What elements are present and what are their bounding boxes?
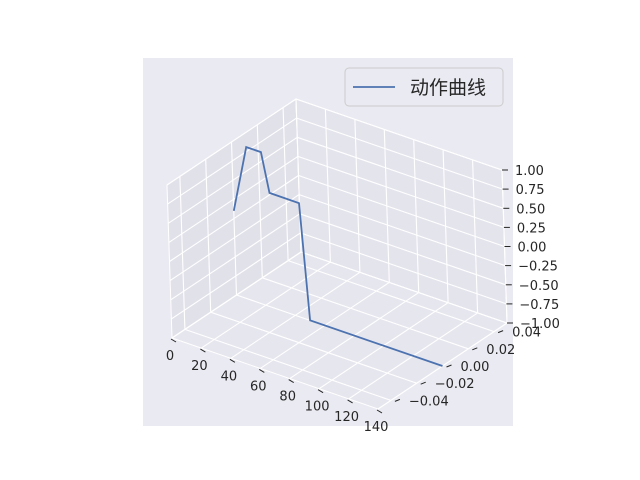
x-tick-mark: [229, 358, 236, 363]
gridline-z-backwall: [297, 136, 504, 209]
x-tick-label: 60: [250, 379, 267, 394]
y-tick-label: −0.02: [435, 377, 475, 392]
x-tick-label: 0: [166, 349, 174, 364]
y-tick-label: −0.04: [409, 394, 449, 409]
z-tick-label: 0.50: [516, 202, 545, 217]
gridline-z-leftwall: [167, 136, 298, 224]
y-tick-label: 0.04: [512, 326, 541, 341]
legend-label: 动作曲线: [410, 77, 486, 99]
z-tick-label: 0.00: [518, 241, 547, 256]
z-tick-label: 1.00: [515, 164, 544, 179]
series-layer: [232, 145, 443, 367]
z-tick-label: −0.25: [518, 260, 558, 275]
gridline-z-leftwall: [171, 232, 301, 320]
gridline-z-backwall: [300, 232, 507, 305]
gridline-z-backwall: [297, 155, 505, 228]
y-tick-mark: [472, 347, 478, 351]
x-tick-label: 100: [305, 400, 330, 415]
gridline-z-leftwall: [168, 155, 299, 243]
gridline-z-leftwall: [170, 213, 301, 301]
x-tick-mark: [170, 338, 177, 343]
y-tick-label: 0.02: [486, 343, 515, 358]
gridline-z-backwall: [300, 251, 508, 324]
x-tick-mark: [259, 368, 265, 373]
gridline-y-floor: [287, 260, 495, 333]
gridline-z-backwall: [299, 213, 506, 286]
x-tick-mark: [200, 348, 206, 353]
y-tick-mark: [497, 330, 504, 334]
z-tick-label: 0.25: [517, 221, 546, 236]
x-tick-label: 40: [221, 369, 238, 384]
gridline-z-leftwall: [167, 117, 297, 205]
gridline-z-leftwall: [166, 98, 297, 186]
x-tick-mark: [347, 399, 353, 404]
gridline-z-leftwall: [169, 175, 299, 262]
series-line-0: [232, 145, 443, 367]
legend-box: [344, 67, 504, 107]
x-tick-mark: [317, 389, 324, 394]
z-tick-label: 0.75: [516, 183, 545, 198]
y-tick-mark: [446, 364, 452, 368]
x-tick-label: 20: [191, 359, 208, 374]
y-tick-mark: [420, 381, 426, 385]
x-tick-label: 140: [364, 420, 389, 435]
gridline-z-backwall: [298, 194, 506, 267]
gridline-z-backwall: [298, 174, 505, 248]
x-tick-label: 80: [279, 390, 296, 405]
gridline-z-leftwall: [171, 251, 302, 339]
z-tick-label: −0.75: [519, 298, 559, 313]
gridline-y-floor: [210, 311, 417, 384]
gridline-z-backwall: [295, 98, 503, 171]
axis-ticks: 0 20 40 60 80 100 120 140 −0.04 −0.02 0.00 0.02 0.04…: [166, 164, 560, 435]
gridline-y-floor: [184, 328, 392, 401]
legend: 动作曲线: [344, 67, 504, 107]
y-tick-mark: [394, 398, 401, 402]
z-tick-label: −1.00: [520, 317, 560, 332]
gridline-z-leftwall: [169, 194, 300, 282]
x-tick-mark: [288, 379, 294, 384]
gridlines: [166, 98, 508, 410]
x-tick-mark: [376, 409, 383, 414]
y-tick-label: 0.00: [461, 360, 490, 375]
z-tick-label: −0.50: [519, 279, 559, 294]
x-tick-label: 120: [334, 410, 359, 425]
gridline-y-floor: [262, 277, 469, 350]
gridline-z-backwall: [296, 117, 503, 190]
